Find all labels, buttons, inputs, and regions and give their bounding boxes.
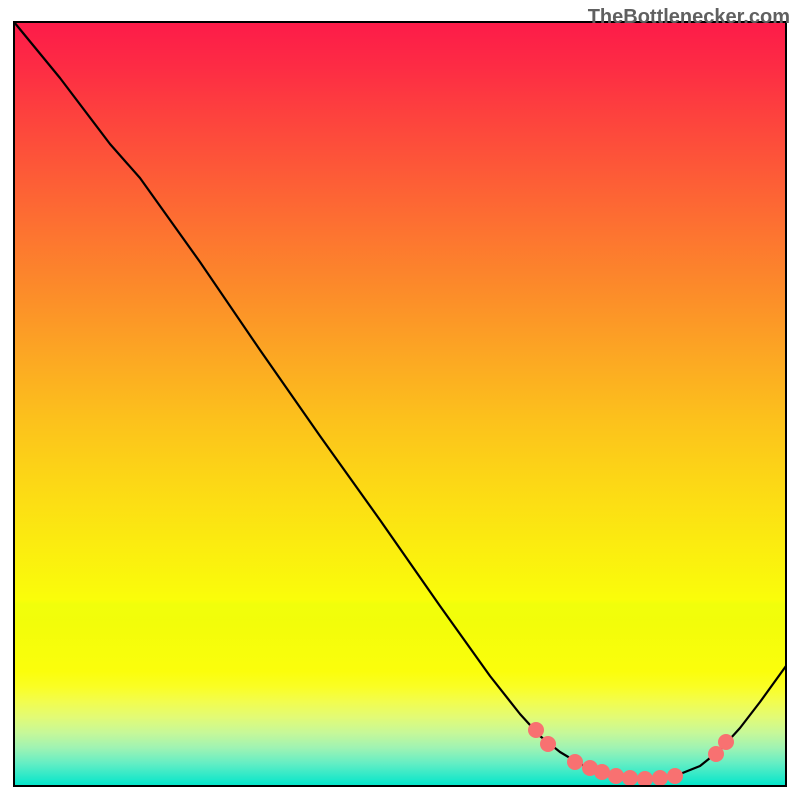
- data-marker: [622, 770, 638, 786]
- data-marker: [608, 768, 624, 784]
- chart-container: TheBottlenecker.com: [0, 0, 800, 800]
- watermark-text: TheBottlenecker.com: [588, 6, 790, 29]
- data-marker: [718, 734, 734, 750]
- data-marker: [540, 736, 556, 752]
- data-marker: [528, 722, 544, 738]
- gradient-background: [14, 22, 786, 786]
- data-marker: [637, 771, 653, 787]
- data-marker: [652, 770, 668, 786]
- bottleneck-chart: [0, 0, 800, 800]
- data-marker: [667, 768, 683, 784]
- data-marker: [594, 764, 610, 780]
- data-marker: [567, 754, 583, 770]
